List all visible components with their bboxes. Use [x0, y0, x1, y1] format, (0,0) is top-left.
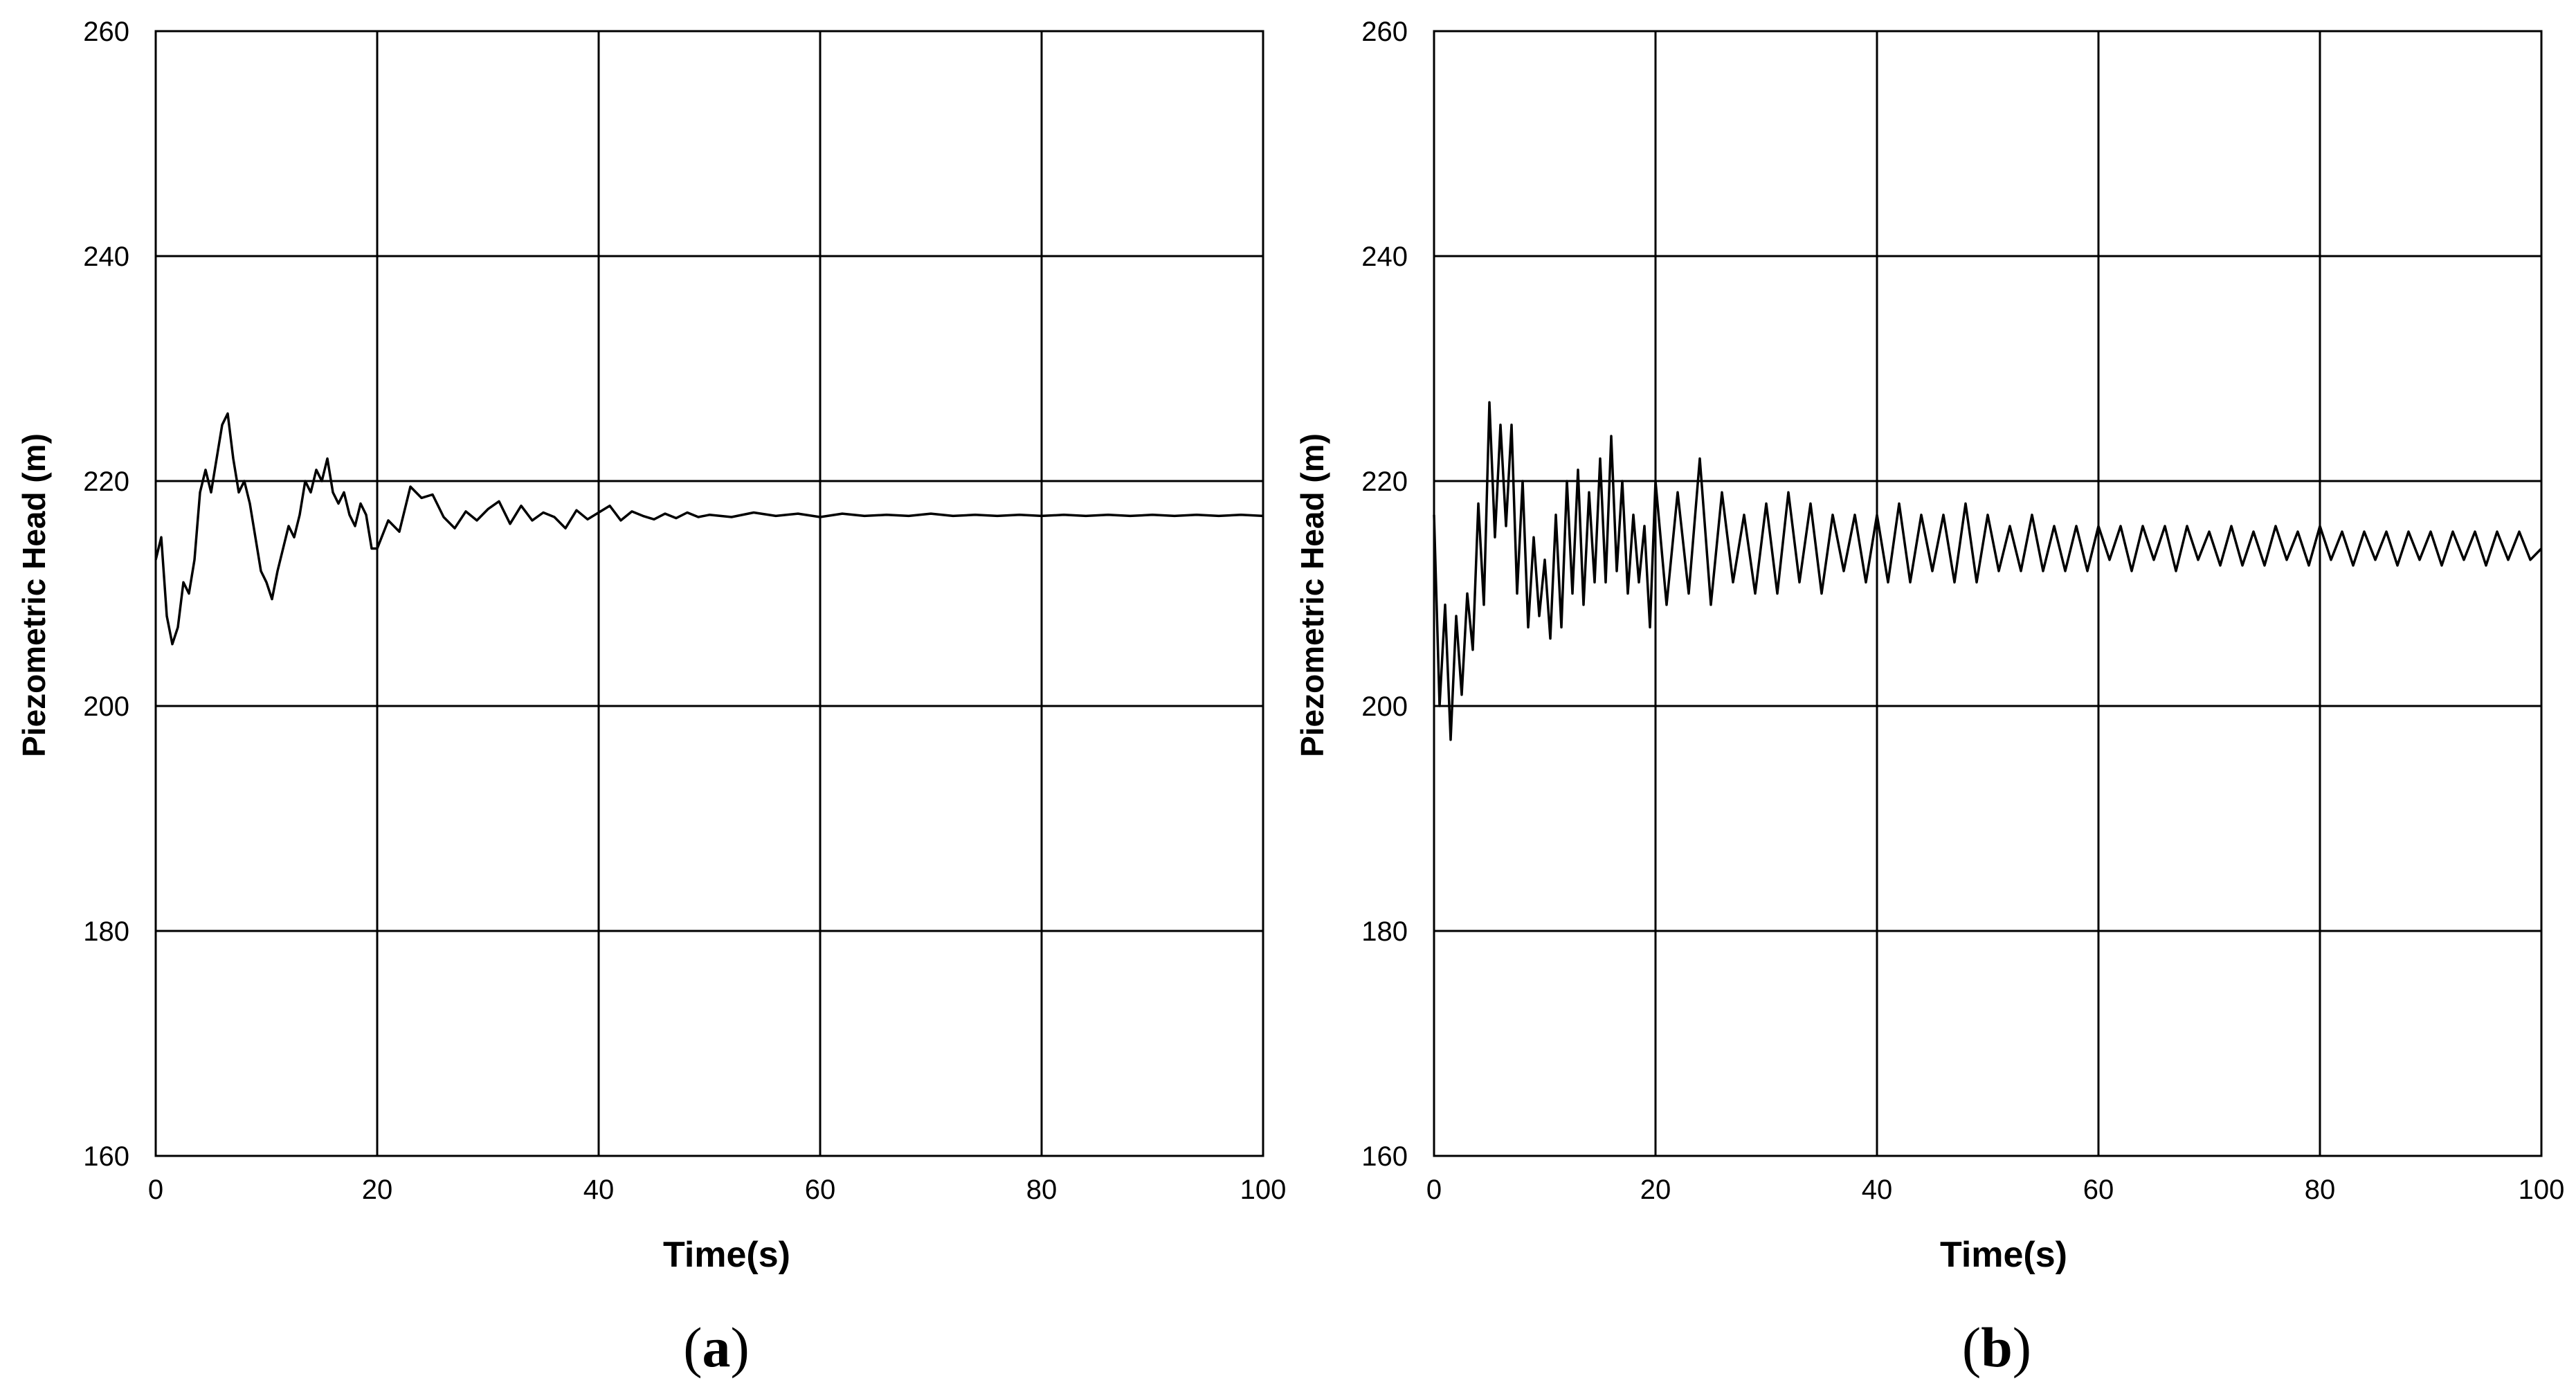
- y-tick-label: 200: [83, 691, 129, 722]
- y-tick-label: 180: [83, 916, 129, 947]
- grid-lines: [1434, 31, 2541, 1156]
- plot-frame: [1433, 30, 2543, 1157]
- y-tick-label: 220: [1361, 467, 1408, 497]
- x-tick-label: 100: [1240, 1175, 1287, 1205]
- series-marks: [1433, 401, 2543, 741]
- panel-letter-b: b: [1981, 1316, 2013, 1379]
- y-tick-label: 240: [83, 242, 129, 272]
- series-line: [154, 412, 1264, 646]
- grid-lines: [156, 31, 1263, 1156]
- x-tick-label: 60: [805, 1175, 836, 1205]
- y-axis-label: Piezometric Head (m): [16, 433, 52, 757]
- x-tick-label: 20: [1640, 1175, 1671, 1205]
- x-tick-label: 100: [2519, 1175, 2565, 1205]
- x-tick-label: 80: [2305, 1175, 2336, 1205]
- panel-letter-a: a: [702, 1316, 731, 1379]
- y-tick-label: 260: [1361, 17, 1408, 47]
- y-tick-label: 160: [1361, 1141, 1408, 1172]
- x-tick-label: 40: [583, 1175, 615, 1205]
- y-axis-label: Piezometric Head (m): [1294, 433, 1330, 757]
- y-tick-label: 160: [83, 1141, 129, 1172]
- plot-frame: [154, 30, 1264, 1157]
- panel-caption-b: (b): [1961, 1316, 2032, 1379]
- y-tick-label: 200: [1361, 691, 1408, 722]
- y-tick-labels: 160 180 200 220 240 260: [1361, 17, 1408, 1172]
- series-line: [1433, 401, 2543, 741]
- x-tick-labels: 0 20 40 60 80 100: [1426, 1175, 2565, 1205]
- y-tick-labels: 160 180 200 220 240 260: [83, 17, 129, 1172]
- x-tick-label: 60: [2083, 1175, 2114, 1205]
- y-tick-label: 240: [1361, 242, 1408, 272]
- y-tick-label: 220: [83, 467, 129, 497]
- x-tick-labels: 0 20 40 60 80 100: [148, 1175, 1287, 1205]
- x-tick-label: 40: [1862, 1175, 1893, 1205]
- x-tick-label: 0: [1426, 1175, 1442, 1205]
- y-tick-label: 180: [1361, 916, 1408, 947]
- x-tick-label: 0: [148, 1175, 163, 1205]
- series-marks: [154, 412, 1264, 646]
- panel-caption-a: (a): [683, 1316, 750, 1379]
- x-axis-label: Time(s): [663, 1235, 790, 1275]
- y-tick-label: 260: [83, 17, 129, 47]
- x-tick-label: 80: [1026, 1175, 1058, 1205]
- x-tick-label: 20: [362, 1175, 393, 1205]
- x-axis-label: Time(s): [1940, 1235, 2067, 1275]
